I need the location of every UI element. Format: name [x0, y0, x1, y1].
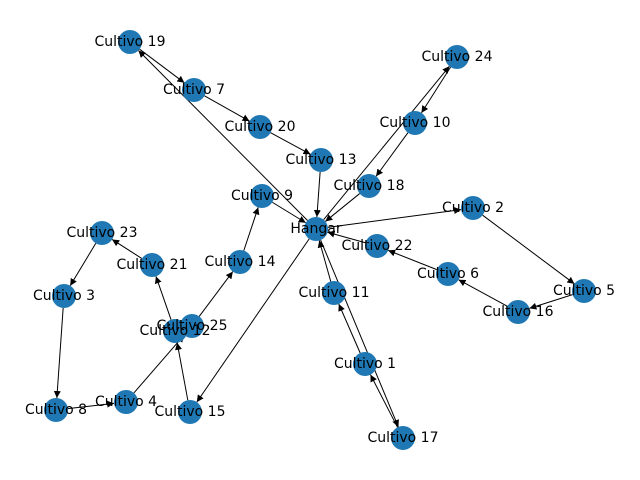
- edge-c13-to-hangar: [313, 171, 321, 218]
- node-c2: [461, 196, 485, 220]
- edge-c4-to-c25: [133, 334, 185, 394]
- node-c4: [114, 390, 138, 414]
- node-c11: [322, 281, 346, 305]
- node-c9: [250, 184, 274, 208]
- edge-c17-to-c1: [370, 374, 398, 428]
- nodes-layer: [44, 30, 596, 450]
- node-c19: [118, 30, 142, 54]
- edge-c21-to-c23: [111, 239, 143, 259]
- node-label-c17: Cultivo 17: [367, 430, 438, 446]
- node-label-c5: Cultivo 5: [553, 283, 615, 299]
- edge-hangar-to-c19: [138, 50, 308, 221]
- node-label-c22: Cultivo 22: [341, 238, 412, 254]
- edge-c10-to-c18: [375, 132, 409, 177]
- node-label-hangar: Hangar: [290, 221, 341, 237]
- edge-hangar-to-c24: [323, 65, 450, 221]
- edge-c15-to-c12: [175, 342, 189, 401]
- edge-hangar-to-c15: [196, 238, 310, 403]
- node-label-c10: Cultivo 10: [379, 115, 450, 131]
- node-label-c23: Cultivo 23: [66, 225, 137, 241]
- edge-c3-to-c8: [53, 307, 64, 399]
- node-c23: [90, 221, 114, 245]
- node-c24: [445, 45, 469, 69]
- node-c6: [436, 262, 460, 286]
- node-c8: [44, 398, 68, 422]
- edge-c11-to-hangar: [317, 240, 332, 282]
- node-c5: [572, 279, 596, 303]
- labels-layer: Hangar Cultivo 1 Cultivo 2 Cultivo 3 Cultivo…: [25, 34, 615, 446]
- node-label-c6: Cultivo 6: [417, 266, 479, 282]
- node-c22: [365, 234, 389, 258]
- node-c15: [178, 400, 202, 424]
- edge-c20-to-c13: [270, 132, 311, 155]
- edge-c1-to-c11: [338, 303, 361, 354]
- edge-c9-to-hangar: [271, 201, 307, 224]
- node-hangar: [304, 217, 328, 241]
- node-label-c8: Cultivo 8: [25, 402, 87, 418]
- node-label-c9: Cultivo 9: [231, 188, 293, 204]
- node-label-c1: Cultivo 1: [334, 356, 396, 372]
- edge-hangar-to-c2: [327, 207, 462, 228]
- edge-c24-to-c10: [421, 66, 451, 114]
- edge-c19-to-c7: [139, 48, 185, 84]
- node-c14: [228, 250, 252, 274]
- edge-c22-to-hangar: [327, 230, 366, 244]
- node-c7: [182, 78, 206, 102]
- node-c20: [248, 115, 272, 139]
- node-c10: [403, 111, 427, 135]
- node-label-c19: Cultivo 19: [94, 34, 165, 50]
- node-c18: [357, 174, 381, 198]
- node-label-c2: Cultivo 2: [442, 200, 504, 216]
- edge-c5-to-c16: [529, 294, 573, 310]
- node-label-c16: Cultivo 16: [482, 304, 553, 320]
- node-label-c11: Cultivo 11: [298, 285, 369, 301]
- node-label-c25: Cultivo 25: [156, 318, 227, 334]
- edge-c23-to-c3: [69, 243, 97, 286]
- edges-layer: [53, 48, 575, 428]
- edge-c12-to-c21: [154, 276, 172, 320]
- node-label-c7: Cultivo 7: [163, 82, 225, 98]
- node-c1: [353, 352, 377, 376]
- edge-hangar-to-c17: [320, 239, 399, 428]
- edge-c14-to-c9: [243, 207, 260, 251]
- node-c21: [140, 253, 164, 277]
- edge-c8-to-c4: [67, 400, 115, 410]
- node-c3: [52, 284, 76, 308]
- node-c17: [391, 426, 415, 450]
- node-c25: [180, 314, 204, 338]
- node-label-c15: Cultivo 15: [154, 404, 225, 420]
- node-c16: [506, 300, 530, 324]
- node-label-c18: Cultivo 18: [333, 178, 404, 194]
- node-label-c20: Cultivo 20: [224, 119, 295, 135]
- node-label-c4: Cultivo 4: [95, 394, 157, 410]
- node-label-c13: Cultivo 13: [285, 152, 356, 168]
- node-c13: [309, 148, 333, 172]
- node-label-c21: Cultivo 21: [116, 257, 187, 273]
- edge-c7-to-c20: [204, 95, 250, 122]
- edge-c18-to-hangar: [325, 193, 360, 222]
- edge-c2-to-c5: [482, 214, 575, 285]
- edge-c6-to-c22: [387, 249, 438, 271]
- edge-c25-to-c14: [198, 271, 234, 317]
- node-label-c14: Cultivo 14: [204, 254, 275, 270]
- edge-c16-to-c6: [458, 279, 508, 307]
- node-label-c12: Cultivo 12: [139, 323, 210, 339]
- node-label-c24: Cultivo 24: [421, 49, 492, 65]
- node-label-c3: Cultivo 3: [33, 288, 95, 304]
